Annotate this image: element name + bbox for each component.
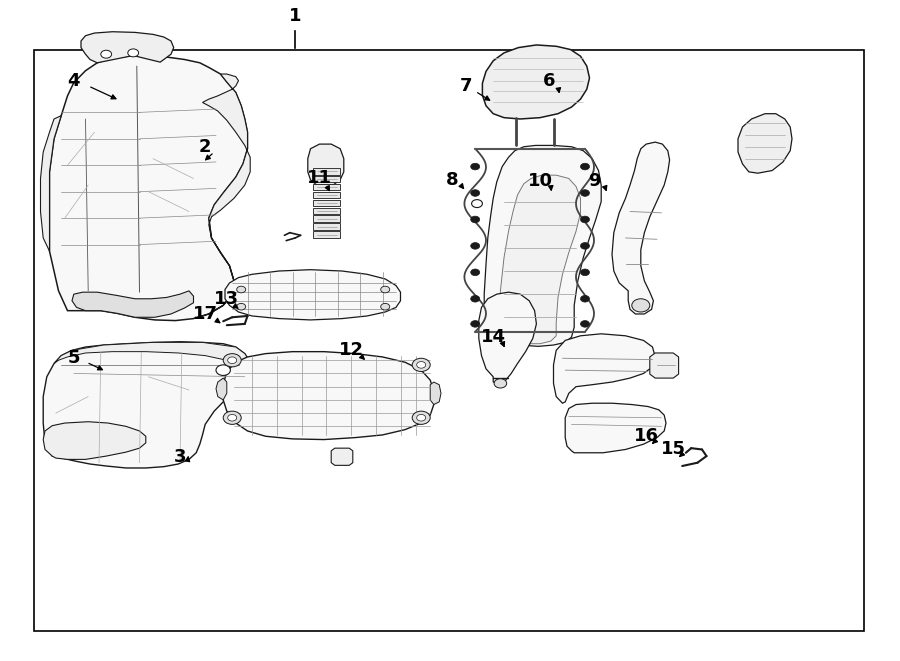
Text: 8: 8 xyxy=(446,171,458,189)
Polygon shape xyxy=(313,176,340,182)
Polygon shape xyxy=(225,270,400,320)
Circle shape xyxy=(237,303,246,310)
Polygon shape xyxy=(308,144,344,185)
Circle shape xyxy=(128,49,139,57)
Text: 3: 3 xyxy=(174,448,186,467)
Bar xyxy=(34,50,864,631)
Circle shape xyxy=(223,354,241,367)
Circle shape xyxy=(228,357,237,364)
Polygon shape xyxy=(40,116,61,251)
Polygon shape xyxy=(313,200,340,206)
Text: 9: 9 xyxy=(588,172,600,190)
Circle shape xyxy=(417,362,426,368)
Polygon shape xyxy=(216,378,227,400)
Polygon shape xyxy=(313,231,340,238)
Circle shape xyxy=(471,295,480,302)
Polygon shape xyxy=(612,142,670,314)
Text: 5: 5 xyxy=(68,349,80,368)
Polygon shape xyxy=(81,32,174,63)
Circle shape xyxy=(471,190,480,196)
Polygon shape xyxy=(43,422,146,459)
Text: 15: 15 xyxy=(661,440,686,459)
Polygon shape xyxy=(500,175,580,344)
Polygon shape xyxy=(650,353,679,378)
Circle shape xyxy=(412,358,430,371)
Text: 14: 14 xyxy=(481,328,506,346)
Circle shape xyxy=(471,163,480,170)
Circle shape xyxy=(632,299,650,312)
Circle shape xyxy=(580,216,590,223)
Circle shape xyxy=(381,286,390,293)
Polygon shape xyxy=(479,292,536,383)
Text: 6: 6 xyxy=(543,71,555,90)
Polygon shape xyxy=(738,114,792,173)
Circle shape xyxy=(216,365,230,375)
Polygon shape xyxy=(313,168,340,175)
Circle shape xyxy=(471,269,480,276)
Polygon shape xyxy=(54,342,250,365)
Text: 2: 2 xyxy=(199,137,212,156)
Circle shape xyxy=(580,321,590,327)
Text: 11: 11 xyxy=(307,169,332,188)
Circle shape xyxy=(580,269,590,276)
Polygon shape xyxy=(227,288,252,301)
Text: 7: 7 xyxy=(460,77,473,95)
Polygon shape xyxy=(430,382,441,405)
Polygon shape xyxy=(484,145,601,346)
Circle shape xyxy=(237,286,246,293)
Circle shape xyxy=(417,414,426,421)
Circle shape xyxy=(580,163,590,170)
Circle shape xyxy=(580,243,590,249)
Polygon shape xyxy=(313,192,340,198)
Circle shape xyxy=(412,411,430,424)
Polygon shape xyxy=(313,215,340,222)
Text: 1: 1 xyxy=(289,7,302,25)
Polygon shape xyxy=(313,184,340,190)
Polygon shape xyxy=(43,342,250,468)
Polygon shape xyxy=(50,56,248,321)
Text: 10: 10 xyxy=(527,172,553,190)
Circle shape xyxy=(494,379,507,388)
Polygon shape xyxy=(223,352,434,440)
Circle shape xyxy=(580,295,590,302)
Polygon shape xyxy=(313,223,340,230)
Circle shape xyxy=(472,200,482,208)
Text: 12: 12 xyxy=(338,341,364,360)
Polygon shape xyxy=(194,74,250,319)
Circle shape xyxy=(228,414,237,421)
Polygon shape xyxy=(313,208,340,214)
Polygon shape xyxy=(565,403,666,453)
Polygon shape xyxy=(554,334,655,403)
Text: 13: 13 xyxy=(214,290,239,308)
Circle shape xyxy=(471,216,480,223)
Circle shape xyxy=(381,303,390,310)
Text: 4: 4 xyxy=(68,71,80,90)
Circle shape xyxy=(580,190,590,196)
Text: 17: 17 xyxy=(193,305,218,323)
Polygon shape xyxy=(482,45,590,119)
Circle shape xyxy=(101,50,112,58)
Polygon shape xyxy=(331,448,353,465)
Circle shape xyxy=(471,321,480,327)
Polygon shape xyxy=(72,291,194,317)
Circle shape xyxy=(471,243,480,249)
Text: 16: 16 xyxy=(634,427,659,446)
Circle shape xyxy=(223,411,241,424)
